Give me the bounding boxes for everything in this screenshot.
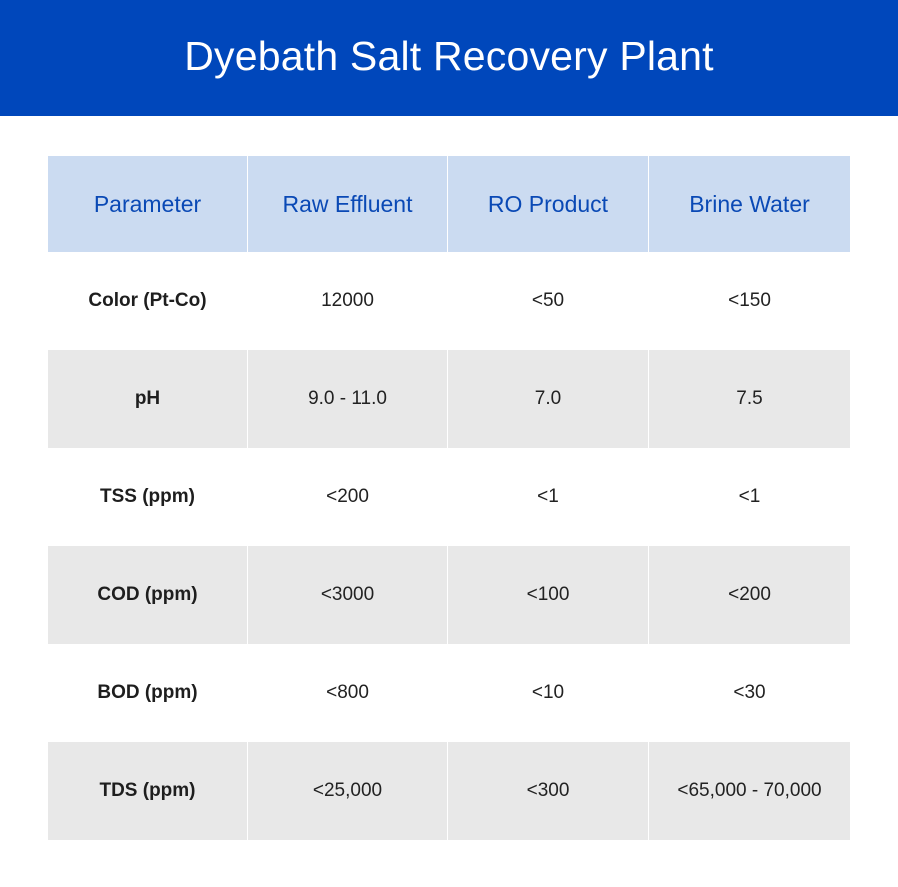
parameter-cell: COD (ppm) <box>48 546 248 644</box>
parameters-table: Parameter Raw Effluent RO Product Brine … <box>48 156 850 840</box>
raw-effluent-cell: <200 <box>248 448 448 546</box>
header-ro-product: RO Product <box>448 156 649 252</box>
ro-product-cell: <100 <box>448 546 649 644</box>
raw-effluent-cell: 9.0 - 11.0 <box>248 350 448 448</box>
raw-effluent-cell: <25,000 <box>248 742 448 840</box>
brine-water-cell: <150 <box>649 252 850 350</box>
brine-water-cell: <65,000 - 70,000 <box>649 742 850 840</box>
brine-water-cell: <1 <box>649 448 850 546</box>
parameter-cell: BOD (ppm) <box>48 644 248 742</box>
header-brine-water: Brine Water <box>649 156 850 252</box>
brine-water-cell: 7.5 <box>649 350 850 448</box>
page-title: Dyebath Salt Recovery Plant <box>184 32 714 79</box>
ro-product-cell: <10 <box>448 644 649 742</box>
header-parameter: Parameter <box>48 156 248 252</box>
header-raw-effluent: Raw Effluent <box>248 156 448 252</box>
raw-effluent-cell: 12000 <box>248 252 448 350</box>
raw-effluent-cell: <800 <box>248 644 448 742</box>
parameter-cell: pH <box>48 350 248 448</box>
title-banner: Dyebath Salt Recovery Plant <box>0 0 898 116</box>
raw-effluent-cell: <3000 <box>248 546 448 644</box>
parameter-cell: TSS (ppm) <box>48 448 248 546</box>
parameter-cell: Color (Pt-Co) <box>48 252 248 350</box>
ro-product-cell: <300 <box>448 742 649 840</box>
brine-water-cell: <200 <box>649 546 850 644</box>
ro-product-cell: 7.0 <box>448 350 649 448</box>
ro-product-cell: <1 <box>448 448 649 546</box>
parameter-cell: TDS (ppm) <box>48 742 248 840</box>
brine-water-cell: <30 <box>649 644 850 742</box>
ro-product-cell: <50 <box>448 252 649 350</box>
